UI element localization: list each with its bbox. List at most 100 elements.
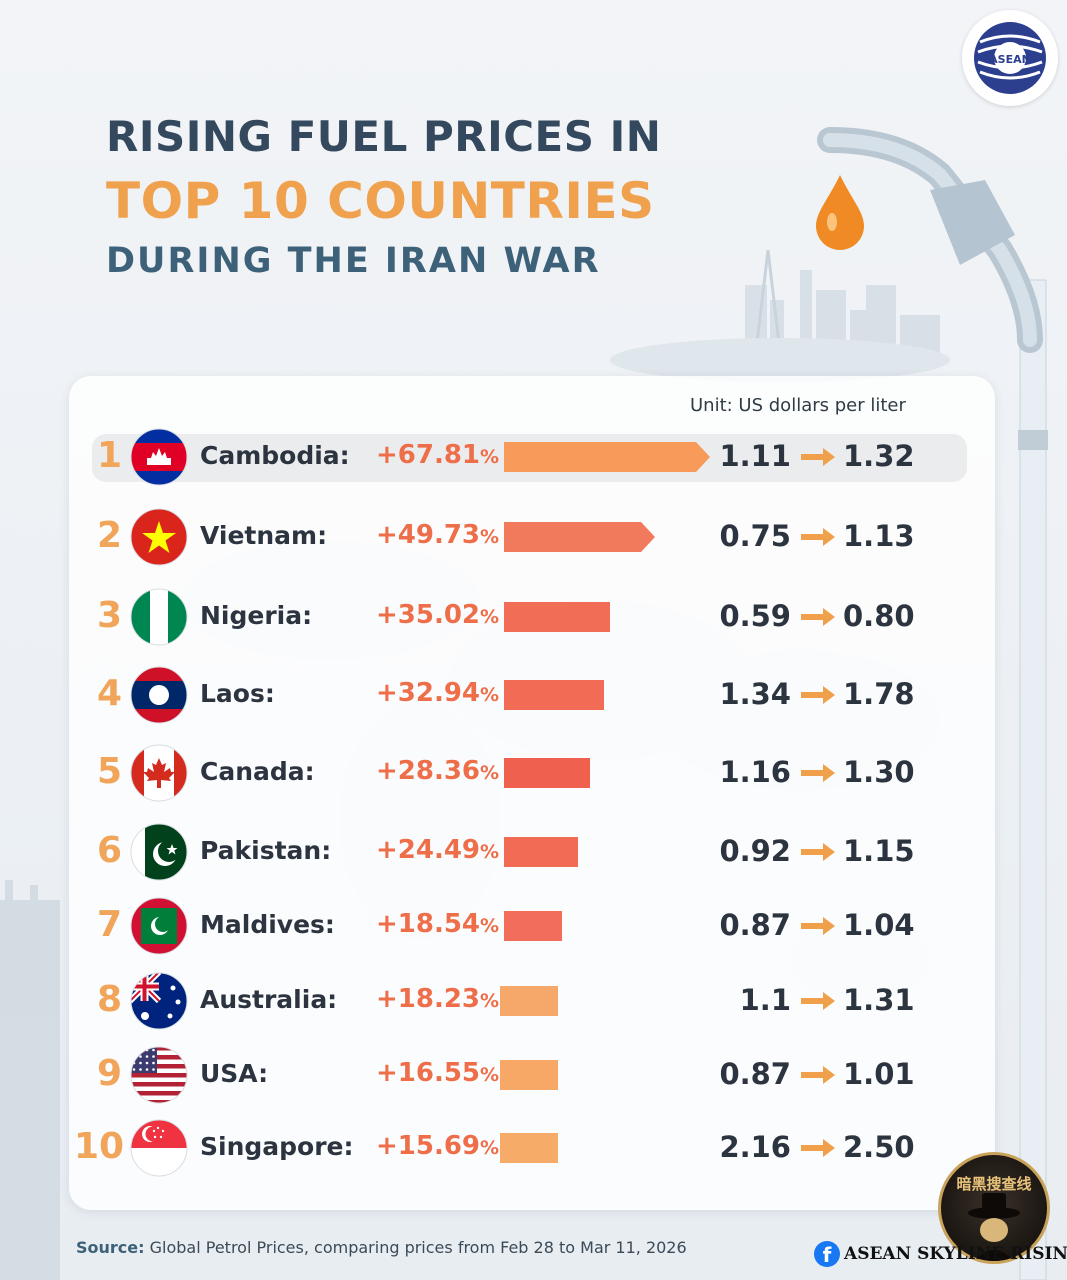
laos-flag-icon xyxy=(130,666,188,724)
title-line-3: DURING THE IRAN WAR xyxy=(106,241,601,281)
maldives-flag-icon xyxy=(130,897,188,955)
vietnam-flag-icon xyxy=(130,508,188,566)
country-name-nigeria: Nigeria: xyxy=(200,601,313,630)
percent-change-usa: +16.55% xyxy=(376,1058,499,1088)
bar-australia xyxy=(500,986,558,1016)
arrow-right-icon xyxy=(801,686,835,704)
percent-sign: % xyxy=(480,526,500,548)
country-name-pakistan: Pakistan: xyxy=(200,836,332,865)
brand-name-text: ASEAN SKYLINE RISING xyxy=(844,1244,1067,1264)
percent-value: +15.69 xyxy=(376,1131,481,1161)
arrow-right-icon xyxy=(801,764,835,782)
price-after-maldives: 1.04 xyxy=(843,908,915,942)
percent-sign: % xyxy=(480,1064,500,1086)
price-before-laos: 1.34 xyxy=(719,677,791,711)
price-before-singapore: 2.16 xyxy=(719,1130,791,1164)
bar-usa xyxy=(500,1060,558,1090)
bar-singapore xyxy=(500,1133,558,1163)
source-note: Source: Global Petrol Prices, comparing … xyxy=(76,1238,687,1257)
bar-pakistan xyxy=(504,837,578,867)
canada-flag-icon xyxy=(130,744,188,802)
hat-figure-icon xyxy=(968,1193,1020,1261)
percent-value: +18.54 xyxy=(376,909,481,939)
percent-sign: % xyxy=(480,446,500,468)
unit-label: Unit: US dollars per liter xyxy=(690,395,906,416)
price-after-canada: 1.30 xyxy=(843,755,915,789)
price-after-usa: 1.01 xyxy=(843,1057,915,1091)
title-line-2: TOP 10 COUNTRIES xyxy=(106,172,655,230)
percent-sign: % xyxy=(480,841,500,863)
price-after-cambodia: 1.32 xyxy=(843,439,915,473)
percent-change-nigeria: +35.02% xyxy=(376,600,499,630)
pakistan-flag-icon xyxy=(130,823,188,881)
percent-sign: % xyxy=(480,762,500,784)
price-before-pakistan: 0.92 xyxy=(719,834,791,868)
price-after-laos: 1.78 xyxy=(843,677,915,711)
percent-value: +16.55 xyxy=(376,1058,481,1088)
percent-value: +18.23 xyxy=(376,984,481,1014)
bar-laos xyxy=(504,680,604,710)
country-name-laos: Laos: xyxy=(200,679,275,708)
australia-flag-icon xyxy=(130,972,188,1030)
percent-change-canada: +28.36% xyxy=(376,756,499,786)
percent-change-maldives: +18.54% xyxy=(376,909,499,939)
medallion-text: 暗黑搜查线 xyxy=(956,1175,1032,1193)
country-name-cambodia: Cambodia: xyxy=(200,441,350,470)
source-label: Source: xyxy=(76,1238,145,1257)
price-after-singapore: 2.50 xyxy=(843,1130,915,1164)
source-text: Global Petrol Prices, comparing prices f… xyxy=(149,1238,687,1257)
svg-text:ASEAN: ASEAN xyxy=(989,53,1031,66)
arrow-right-icon xyxy=(801,1139,835,1157)
percent-sign: % xyxy=(480,684,500,706)
rank-number: 4 xyxy=(96,673,122,714)
price-after-australia: 1.31 xyxy=(843,983,915,1017)
rank-number: 2 xyxy=(96,515,122,556)
price-after-pakistan: 1.15 xyxy=(843,834,915,868)
price-after-vietnam: 1.13 xyxy=(843,519,915,553)
price-before-cambodia: 1.11 xyxy=(719,439,791,473)
facebook-icon: f xyxy=(814,1241,840,1267)
price-after-nigeria: 0.80 xyxy=(843,599,915,633)
singapore-flag-icon xyxy=(130,1119,188,1177)
percent-change-cambodia: +67.81% xyxy=(376,440,499,470)
price-before-usa: 0.87 xyxy=(719,1057,791,1091)
rank-number: 5 xyxy=(96,751,122,792)
percent-value: +35.02 xyxy=(376,600,481,630)
percent-value: +67.81 xyxy=(376,440,481,470)
price-before-maldives: 0.87 xyxy=(719,908,791,942)
country-name-singapore: Singapore: xyxy=(200,1132,354,1161)
percent-change-pakistan: +24.49% xyxy=(376,835,499,865)
brand-name: ASEAN SKYLINE RISING xyxy=(844,1244,1067,1264)
arrow-right-icon xyxy=(801,917,835,935)
price-before-australia: 1.1 xyxy=(739,983,791,1017)
percent-value: +32.94 xyxy=(376,678,481,708)
price-before-nigeria: 0.59 xyxy=(719,599,791,633)
price-before-vietnam: 0.75 xyxy=(719,519,791,553)
asean-logo: ASEAN xyxy=(962,10,1058,106)
percent-sign: % xyxy=(480,1137,500,1159)
nigeria-flag-icon xyxy=(130,588,188,646)
title-line-1: RISING FUEL PRICES IN xyxy=(106,112,662,161)
percent-value: +24.49 xyxy=(376,835,481,865)
country-name-canada: Canada: xyxy=(200,757,315,786)
bar-maldives xyxy=(504,911,562,941)
arrow-right-icon xyxy=(801,992,835,1010)
arrow-right-icon xyxy=(801,608,835,626)
arrow-right-icon xyxy=(801,528,835,546)
percent-sign: % xyxy=(480,990,500,1012)
arrow-right-icon xyxy=(801,843,835,861)
arrow-right-icon xyxy=(801,1066,835,1084)
rank-number: 1 xyxy=(96,435,122,476)
rank-number: 7 xyxy=(96,904,122,945)
channel-medallion: 暗黑搜查线 xyxy=(938,1152,1050,1264)
bar-nigeria xyxy=(504,602,610,632)
percent-value: +49.73 xyxy=(376,520,481,550)
percent-change-laos: +32.94% xyxy=(376,678,499,708)
rank-number: 3 xyxy=(96,595,122,636)
percent-sign: % xyxy=(480,915,500,937)
percent-change-singapore: +15.69% xyxy=(376,1131,499,1161)
rank-number: 6 xyxy=(96,830,122,871)
rank-number: 8 xyxy=(96,979,122,1020)
percent-change-australia: +18.23% xyxy=(376,984,499,1014)
rank-number: 9 xyxy=(96,1053,122,1094)
